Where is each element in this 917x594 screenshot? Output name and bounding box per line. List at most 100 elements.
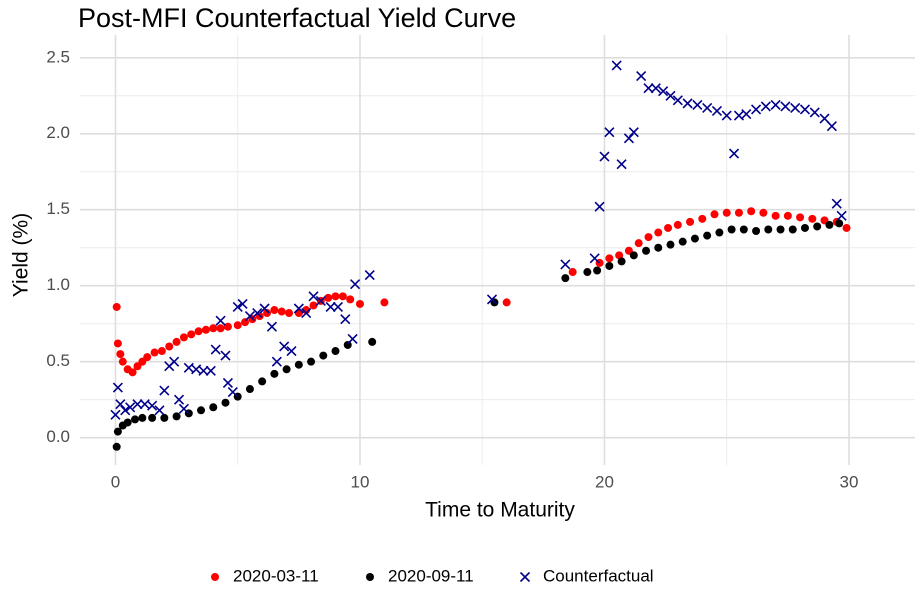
point — [201, 325, 210, 334]
point — [703, 231, 712, 240]
legend-marker — [211, 573, 219, 581]
point — [157, 347, 166, 356]
point — [324, 293, 333, 302]
point — [594, 201, 605, 212]
point — [831, 198, 842, 209]
point — [809, 107, 820, 118]
point — [800, 223, 809, 232]
point — [271, 356, 282, 367]
point — [347, 333, 358, 344]
point — [698, 214, 707, 223]
point — [605, 261, 614, 270]
point — [813, 222, 822, 231]
point — [169, 356, 180, 367]
point — [764, 225, 773, 234]
point — [112, 442, 121, 451]
point — [331, 347, 340, 356]
point — [623, 133, 634, 144]
point — [227, 387, 238, 398]
point — [589, 253, 600, 264]
point — [599, 151, 610, 162]
point — [760, 101, 771, 112]
point — [233, 321, 242, 330]
point — [826, 121, 837, 132]
point — [654, 243, 663, 252]
point — [788, 225, 797, 234]
legend-marker — [519, 571, 531, 583]
point — [309, 301, 318, 310]
chart-title: Post-MFI Counterfactual Yield Curve — [78, 3, 516, 33]
point — [825, 220, 834, 229]
point — [604, 127, 615, 138]
point — [658, 86, 669, 97]
point — [615, 251, 624, 260]
point — [722, 208, 731, 217]
point — [131, 415, 140, 424]
point — [364, 270, 375, 281]
point — [741, 108, 752, 120]
point — [270, 369, 279, 378]
x-tick-label: 10 — [351, 472, 370, 491]
point — [593, 266, 602, 275]
point — [642, 246, 651, 255]
y-tick-label: 1.5 — [46, 199, 70, 218]
point — [150, 348, 159, 357]
legend-label: 2020-03-11 — [233, 566, 319, 585]
point — [220, 350, 231, 361]
point — [654, 228, 663, 237]
point — [263, 309, 272, 318]
y-tick-label: 0.0 — [46, 427, 70, 446]
point — [197, 406, 206, 415]
point — [112, 302, 121, 311]
y-tick-label: 1.0 — [46, 275, 70, 294]
point — [116, 350, 125, 359]
point — [692, 99, 703, 110]
point — [270, 306, 279, 315]
point — [673, 220, 682, 229]
point — [628, 127, 639, 138]
point — [285, 309, 294, 318]
x-tick-label: 30 — [840, 472, 859, 491]
point — [112, 382, 123, 393]
point — [128, 368, 137, 377]
y-tick-label: 2.5 — [46, 47, 70, 66]
point — [205, 365, 216, 376]
point — [325, 301, 336, 313]
point — [115, 399, 126, 410]
point — [222, 377, 233, 389]
point — [340, 314, 351, 325]
point — [132, 399, 143, 410]
point — [686, 217, 695, 226]
point — [835, 219, 844, 228]
point — [120, 405, 131, 416]
point — [727, 225, 736, 234]
point — [368, 337, 377, 346]
point — [308, 291, 319, 302]
point — [776, 225, 785, 234]
point — [147, 400, 158, 411]
point — [690, 234, 699, 243]
point — [799, 104, 811, 115]
point — [113, 339, 122, 348]
point — [678, 237, 687, 246]
point — [307, 357, 316, 366]
point — [790, 102, 801, 113]
point — [666, 240, 675, 249]
point — [148, 413, 157, 422]
point — [332, 301, 344, 313]
point — [187, 330, 196, 339]
point — [780, 101, 791, 112]
point — [338, 292, 347, 301]
point — [771, 211, 780, 220]
point — [210, 344, 221, 355]
legend-label: Counterfactual — [543, 566, 654, 585]
point — [747, 207, 756, 216]
point — [282, 365, 291, 374]
point — [636, 70, 647, 82]
point — [331, 292, 340, 301]
point — [245, 385, 254, 394]
point — [232, 301, 243, 313]
point — [165, 342, 174, 351]
point — [241, 318, 250, 327]
